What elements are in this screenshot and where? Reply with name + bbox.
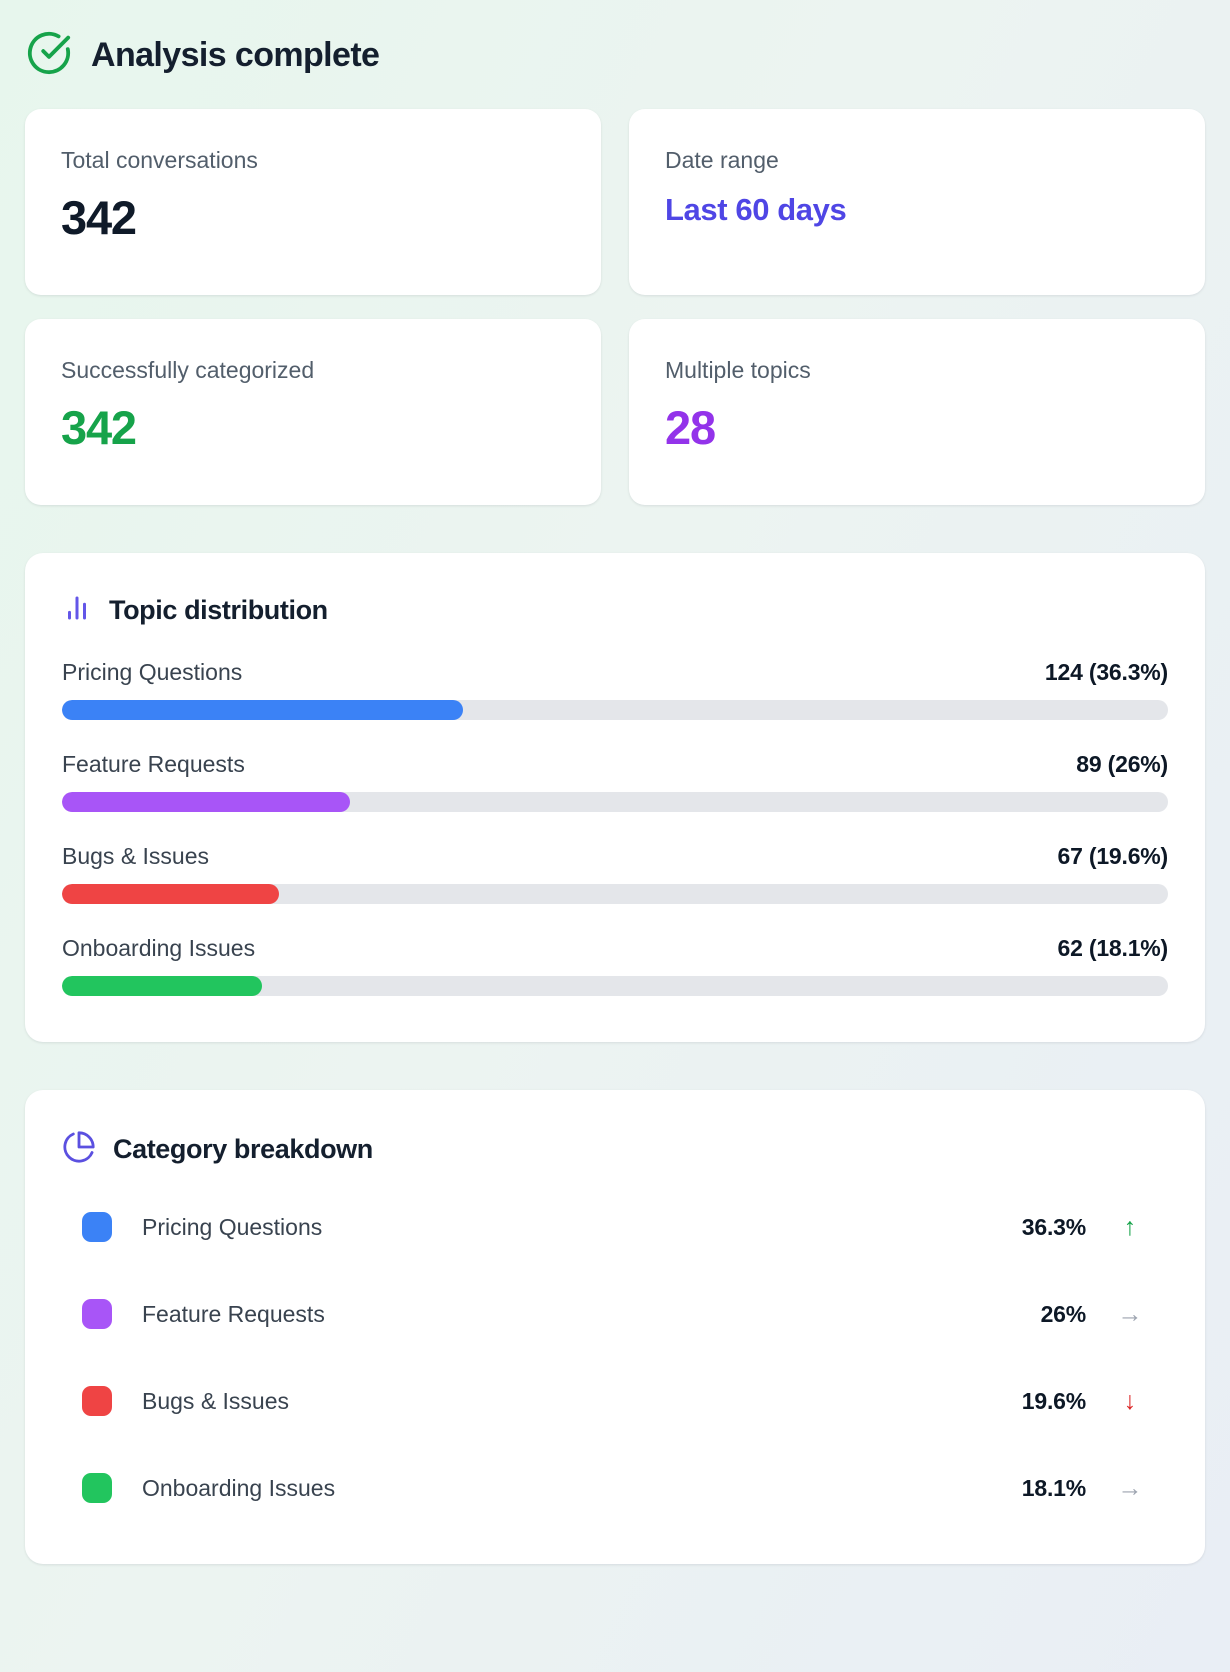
category-color-swatch	[82, 1473, 112, 1503]
category-percent: 26%	[1040, 1300, 1087, 1327]
stat-label: Date range	[665, 147, 779, 173]
stat-value: 342	[61, 191, 137, 244]
topic-value: 89 (26%)	[1076, 751, 1168, 777]
category-label: Onboarding Issues	[142, 1474, 336, 1501]
progress-bar-track	[62, 976, 1168, 996]
topic-label: Pricing Questions	[62, 659, 243, 685]
progress-bar-track	[62, 884, 1168, 904]
progress-bar-track	[62, 700, 1168, 720]
topic-value: 67 (19.6%)	[1057, 843, 1168, 869]
topic-row: Bugs & Issues 67 (19.6%)	[62, 843, 1168, 904]
progress-bar-track	[62, 792, 1168, 812]
category-color-swatch	[82, 1386, 112, 1416]
category-percent: 18.1%	[1021, 1474, 1086, 1501]
progress-bar-fill	[62, 792, 350, 812]
topic-label: Onboarding Issues	[62, 935, 256, 961]
analysis-results-panel: Analysis complete Total conversations 34…	[25, 30, 1205, 1564]
page-header: Analysis complete	[26, 30, 1205, 81]
topic-distribution-header: Topic distribution	[62, 593, 1168, 628]
topic-row: Feature Requests 89 (26%)	[62, 751, 1168, 812]
progress-bar-fill	[62, 700, 464, 720]
category-label: Bugs & Issues	[142, 1387, 290, 1414]
pie-chart-icon	[62, 1130, 96, 1169]
category-color-swatch	[82, 1212, 112, 1242]
trend-flat-icon: →	[1117, 1473, 1143, 1502]
progress-bar-fill	[62, 976, 263, 996]
category-row: Feature Requests 26% →	[62, 1284, 1168, 1344]
bar-chart-icon	[62, 593, 92, 628]
circle-check-icon	[26, 30, 72, 81]
category-row: Pricing Questions 36.3% ↑	[62, 1197, 1168, 1257]
category-breakdown-header: Category breakdown	[62, 1130, 1168, 1169]
stat-value: 342	[61, 401, 137, 454]
stat-card-successfully-categorized: Successfully categorized 342	[25, 319, 601, 505]
category-label: Feature Requests	[142, 1300, 325, 1327]
stats-grid: Total conversations 342 Date range Last …	[25, 109, 1205, 505]
stat-label: Multiple topics	[665, 357, 811, 383]
progress-bar-fill	[62, 884, 279, 904]
section-title: Topic distribution	[109, 595, 328, 625]
topic-label: Bugs & Issues	[62, 843, 210, 869]
topic-label: Feature Requests	[62, 751, 245, 777]
category-row: Onboarding Issues 18.1% →	[62, 1458, 1168, 1518]
category-percent: 19.6%	[1021, 1387, 1086, 1414]
stat-card-multiple-topics: Multiple topics 28	[629, 319, 1205, 505]
page-title: Analysis complete	[91, 36, 380, 74]
trend-up-icon: ↑	[1123, 1212, 1137, 1241]
category-label: Pricing Questions	[142, 1213, 323, 1240]
section-title: Category breakdown	[113, 1134, 373, 1164]
topic-row: Pricing Questions 124 (36.3%)	[62, 659, 1168, 720]
category-row: Bugs & Issues 19.6% ↓	[62, 1371, 1168, 1431]
topic-row: Onboarding Issues 62 (18.1%)	[62, 935, 1168, 996]
topic-value: 62 (18.1%)	[1057, 935, 1168, 961]
stat-value: Last 60 days	[665, 192, 847, 227]
trend-flat-icon: →	[1117, 1299, 1143, 1328]
category-color-swatch	[82, 1299, 112, 1329]
stat-card-total-conversations: Total conversations 342	[25, 109, 601, 295]
category-breakdown-card: Category breakdown Pricing Questions 36.…	[25, 1090, 1205, 1564]
stat-label: Successfully categorized	[61, 357, 315, 383]
stat-value: 28	[665, 401, 716, 454]
stat-card-date-range: Date range Last 60 days	[629, 109, 1205, 295]
topic-value: 124 (36.3%)	[1044, 659, 1168, 685]
category-percent: 36.3%	[1021, 1213, 1086, 1240]
stat-label: Total conversations	[61, 147, 258, 173]
trend-down-icon: ↓	[1123, 1386, 1137, 1415]
topic-distribution-card: Topic distribution Pricing Questions 124…	[25, 553, 1205, 1042]
category-list: Pricing Questions 36.3% ↑ Feature Reques…	[62, 1197, 1168, 1518]
